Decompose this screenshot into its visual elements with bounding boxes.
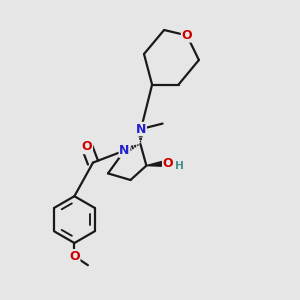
- Polygon shape: [146, 160, 168, 166]
- Text: H: H: [175, 160, 184, 171]
- Text: O: O: [182, 29, 192, 42]
- Text: O: O: [69, 250, 80, 263]
- Text: N: N: [136, 122, 146, 136]
- Text: O: O: [163, 157, 173, 170]
- Text: O: O: [82, 140, 92, 154]
- Text: N: N: [119, 144, 130, 157]
